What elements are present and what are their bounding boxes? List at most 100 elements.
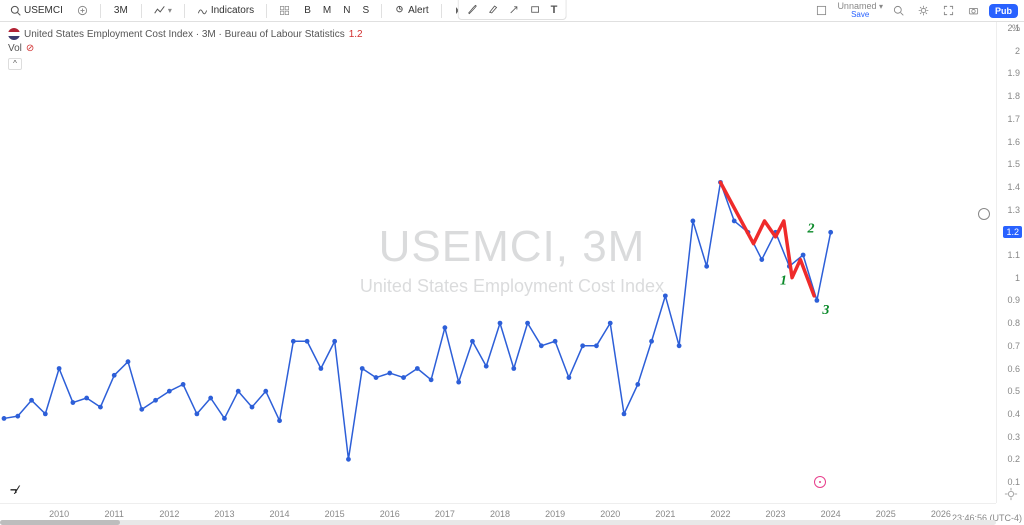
settings-button[interactable] [914, 3, 933, 18]
line-style-icon [154, 5, 165, 16]
separator [184, 4, 185, 18]
search-icon [10, 5, 21, 16]
top-toolbar: USEMCI 3M ▾ Indicators BMNS Alert Replay [0, 0, 1024, 22]
arrow-icon [509, 4, 520, 15]
indicators-button[interactable]: Indicators [193, 3, 258, 18]
y-tick-label: 1.3 [1007, 205, 1020, 215]
svg-text:3: 3 [821, 303, 829, 318]
x-tick-label: 2012 [159, 509, 179, 519]
rect-tool[interactable] [526, 2, 545, 17]
text-icon: T [551, 4, 558, 16]
alert-button[interactable]: Alert [390, 3, 433, 18]
x-tick-label: 2024 [821, 509, 841, 519]
symbol-label: USEMCI [24, 5, 63, 16]
snapshot-button[interactable] [964, 3, 983, 18]
highlighter-icon [488, 4, 499, 15]
publish-button[interactable]: Pub [989, 4, 1018, 18]
y-tick-label: 0.9 [1007, 295, 1020, 305]
legend-title: United States Employment Cost Index · 3M… [24, 29, 345, 40]
layout-name[interactable]: Unnamed ▾ Save [837, 2, 883, 19]
axis-settings-button[interactable] [1004, 487, 1018, 501]
y-tick-label: 1.8 [1007, 91, 1020, 101]
vol-status-icon: ⊘ [26, 43, 34, 54]
interval-selector[interactable]: 3M [109, 3, 133, 18]
arrow-tool[interactable] [505, 2, 524, 17]
x-tick-label: 2017 [435, 509, 455, 519]
chart-style-button[interactable]: ▾ [150, 3, 176, 18]
price-badge: 1.2 [1003, 226, 1022, 238]
y-tick-label: 1.5 [1007, 159, 1020, 169]
text-tool[interactable]: T [547, 2, 562, 18]
symbol-search[interactable]: USEMCI [6, 3, 67, 18]
magnifier-icon [893, 5, 904, 16]
time-scroll-thumb[interactable] [0, 520, 120, 525]
x-tick-label: 2010 [49, 509, 69, 519]
y-tick-label: 0.7 [1007, 341, 1020, 351]
camera-icon [968, 5, 979, 16]
x-tick-label: 2025 [876, 509, 896, 519]
go-to-date-marker[interactable] [814, 476, 826, 488]
vol-label: Vol [8, 43, 22, 54]
gear-icon [918, 5, 929, 16]
y-tick-label: 2 [1015, 46, 1020, 56]
highlighter-tool[interactable] [484, 2, 503, 17]
alert-label: Alert [408, 5, 429, 16]
plus-circle-icon [77, 5, 88, 16]
interval-letter-n[interactable]: N [339, 3, 354, 18]
y-tick-label: 1.9 [1007, 68, 1020, 78]
svg-text:2: 2 [807, 221, 815, 236]
rect-icon [530, 4, 541, 15]
separator [381, 4, 382, 18]
interval-letter-s[interactable]: S [358, 3, 373, 18]
chart-pane[interactable]: USEMCI, 3M United States Employment Cost… [0, 22, 1024, 525]
x-tick-label: 2022 [710, 509, 730, 519]
grid-icon [279, 5, 290, 16]
alert-icon [394, 5, 405, 16]
x-tick-label: 2014 [270, 509, 290, 519]
separator [266, 4, 267, 18]
y-tick-label: 1.1 [1007, 250, 1020, 260]
x-tick-label: 2013 [214, 509, 234, 519]
y-tick-label: 1.7 [1007, 114, 1020, 124]
brush-tool[interactable] [463, 2, 482, 17]
y-tick-label: 0.1 [1007, 477, 1020, 487]
interval-letter-b[interactable]: B [300, 3, 315, 18]
templates-button[interactable] [275, 3, 294, 18]
y-tick-label: 1.6 [1007, 137, 1020, 147]
search-quick-button[interactable] [889, 3, 908, 18]
y-tick-label: 0.6 [1007, 364, 1020, 374]
layout-grid-button[interactable] [812, 3, 831, 18]
y-axis[interactable]: %2.121.91.81.71.61.51.41.31.21.110.90.80… [996, 22, 1024, 503]
compare-button[interactable] [73, 3, 92, 18]
plot-svg: 1 2 3 [0, 22, 996, 502]
y-tick-label: 0.8 [1007, 318, 1020, 328]
indicators-icon [197, 5, 208, 16]
legend: United States Employment Cost Index · 3M… [8, 28, 363, 70]
tradingview-logo: ¬⁄ [10, 483, 17, 497]
drawing-toolbar: T [458, 0, 567, 20]
x-tick-label: 2016 [380, 509, 400, 519]
y-tick-label: 0.3 [1007, 432, 1020, 442]
y-tick-label: 2.1 [1007, 23, 1020, 33]
y-tick-label: 1.4 [1007, 182, 1020, 192]
fullscreen-button[interactable] [939, 3, 958, 18]
legend-value: 1.2 [349, 29, 363, 40]
time-scroll-track[interactable] [0, 520, 996, 525]
svg-text:1: 1 [780, 274, 787, 289]
x-tick-label: 2026 [931, 509, 951, 519]
x-tick-label: 2021 [655, 509, 675, 519]
y-tick-label: 0.4 [1007, 409, 1020, 419]
interval-letter-m[interactable]: M [319, 3, 335, 18]
layout-icon [816, 5, 827, 16]
x-tick-label: 2020 [600, 509, 620, 519]
y-tick-label: 1 [1015, 273, 1020, 283]
layout-save-link[interactable]: Save [837, 11, 883, 19]
collapse-legend-button[interactable]: ^ [8, 58, 22, 70]
separator [100, 4, 101, 18]
y-tick-label: 0.5 [1007, 386, 1020, 396]
x-tick-label: 2015 [325, 509, 345, 519]
y-tick-label: 0.2 [1007, 454, 1020, 464]
brush-icon [467, 4, 478, 15]
us-flag-icon [8, 28, 20, 40]
fullscreen-icon [943, 5, 954, 16]
